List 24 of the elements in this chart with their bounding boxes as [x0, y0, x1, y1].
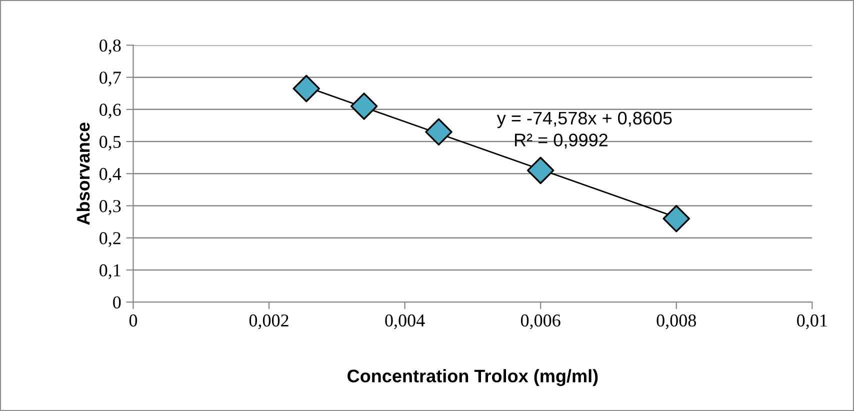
- x-tick-label: 0,01: [797, 314, 827, 330]
- x-tick-label: 0,004: [385, 314, 425, 330]
- point: [350, 92, 378, 120]
- y-tick-label: 0,7: [100, 72, 121, 86]
- x-tick-label: 0: [129, 314, 138, 327]
- annotation: y = -74,578x + 0,8605: [496, 112, 672, 128]
- x-tick-label: 0,006: [520, 314, 560, 330]
- point: [425, 118, 452, 146]
- y-tick-label: 0,5: [100, 136, 121, 151]
- x-tick-label: 0,008: [656, 314, 696, 330]
- y-tick-label: 0: [113, 296, 121, 309]
- x-tick-label: 0,002: [249, 314, 288, 330]
- point: [292, 74, 320, 102]
- point: [662, 204, 690, 232]
- y-tick-label: 0,8: [100, 39, 121, 54]
- y-tick-label: 0,4: [100, 168, 122, 183]
- point: [526, 156, 554, 184]
- y-tick-label: 0,6: [100, 104, 121, 118]
- annotation: R² = 0,9992: [515, 134, 608, 149]
- y-tick-label: 0,3: [100, 200, 121, 215]
- y-axis-title: Absorvance: [76, 122, 90, 225]
- x-axis-title: Concentration Trolox (mg/ml): [348, 369, 598, 386]
- y-tick-label: 0,2: [100, 232, 120, 247]
- y-tick-label: 0,1: [100, 264, 120, 280]
